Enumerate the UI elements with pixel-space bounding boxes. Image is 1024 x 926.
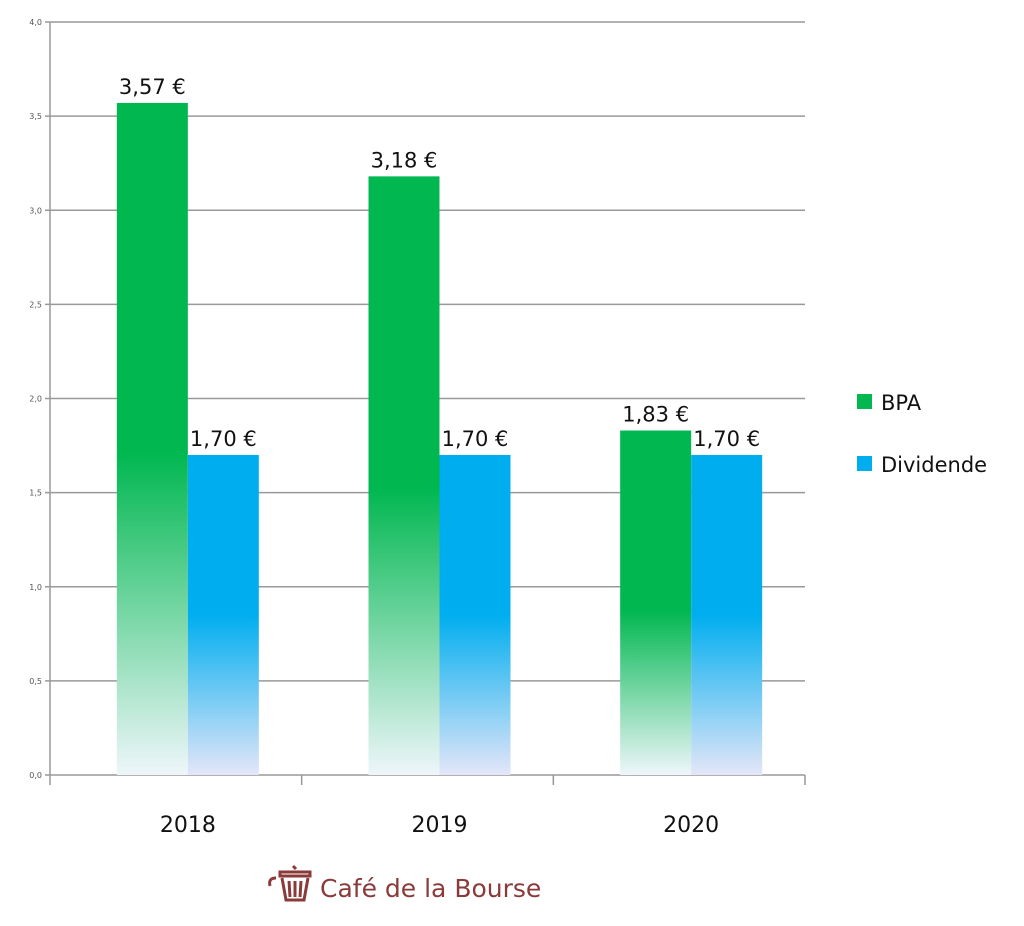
x-tick-label: 2019 (412, 813, 468, 838)
y-tick-label: 0,0 (29, 771, 42, 780)
legend-swatch (857, 394, 872, 409)
y-tick-label: 4,0 (29, 18, 42, 27)
x-tick-label: 2020 (663, 813, 719, 838)
legend-label: Dividende (881, 453, 987, 477)
y-tick-label: 0,5 (29, 677, 42, 686)
data-label: 1,70 € (190, 427, 257, 451)
coffee-cup-icon (268, 864, 312, 902)
y-tick-label: 3,0 (29, 206, 42, 215)
bar-bpa-2019 (368, 176, 440, 776)
data-label: 3,18 € (371, 148, 438, 172)
logo: Café de la Bourse (268, 864, 541, 903)
bar-dividende-2018 (187, 454, 259, 775)
y-tick-label: 1,0 (29, 583, 42, 592)
y-tick-label: 3,5 (29, 112, 42, 121)
x-tick-label: 2018 (160, 813, 216, 838)
data-label: 1,70 € (693, 427, 760, 451)
y-tick-label: 2,0 (29, 395, 42, 404)
bar-bpa-2020 (620, 430, 692, 775)
bar-bpa-2018 (116, 102, 188, 775)
logo-text: Café de la Bourse (320, 874, 541, 903)
bar-dividende-2020 (691, 454, 763, 775)
data-label: 3,57 € (119, 75, 186, 99)
bar-dividende-2019 (439, 454, 511, 775)
data-label: 1,70 € (442, 427, 509, 451)
data-label: 1,83 € (622, 403, 689, 427)
y-tick-label: 1,5 (29, 489, 42, 498)
legend-label: BPA (881, 391, 922, 415)
legend-swatch (857, 456, 872, 471)
y-tick-label: 2,5 (29, 300, 42, 309)
